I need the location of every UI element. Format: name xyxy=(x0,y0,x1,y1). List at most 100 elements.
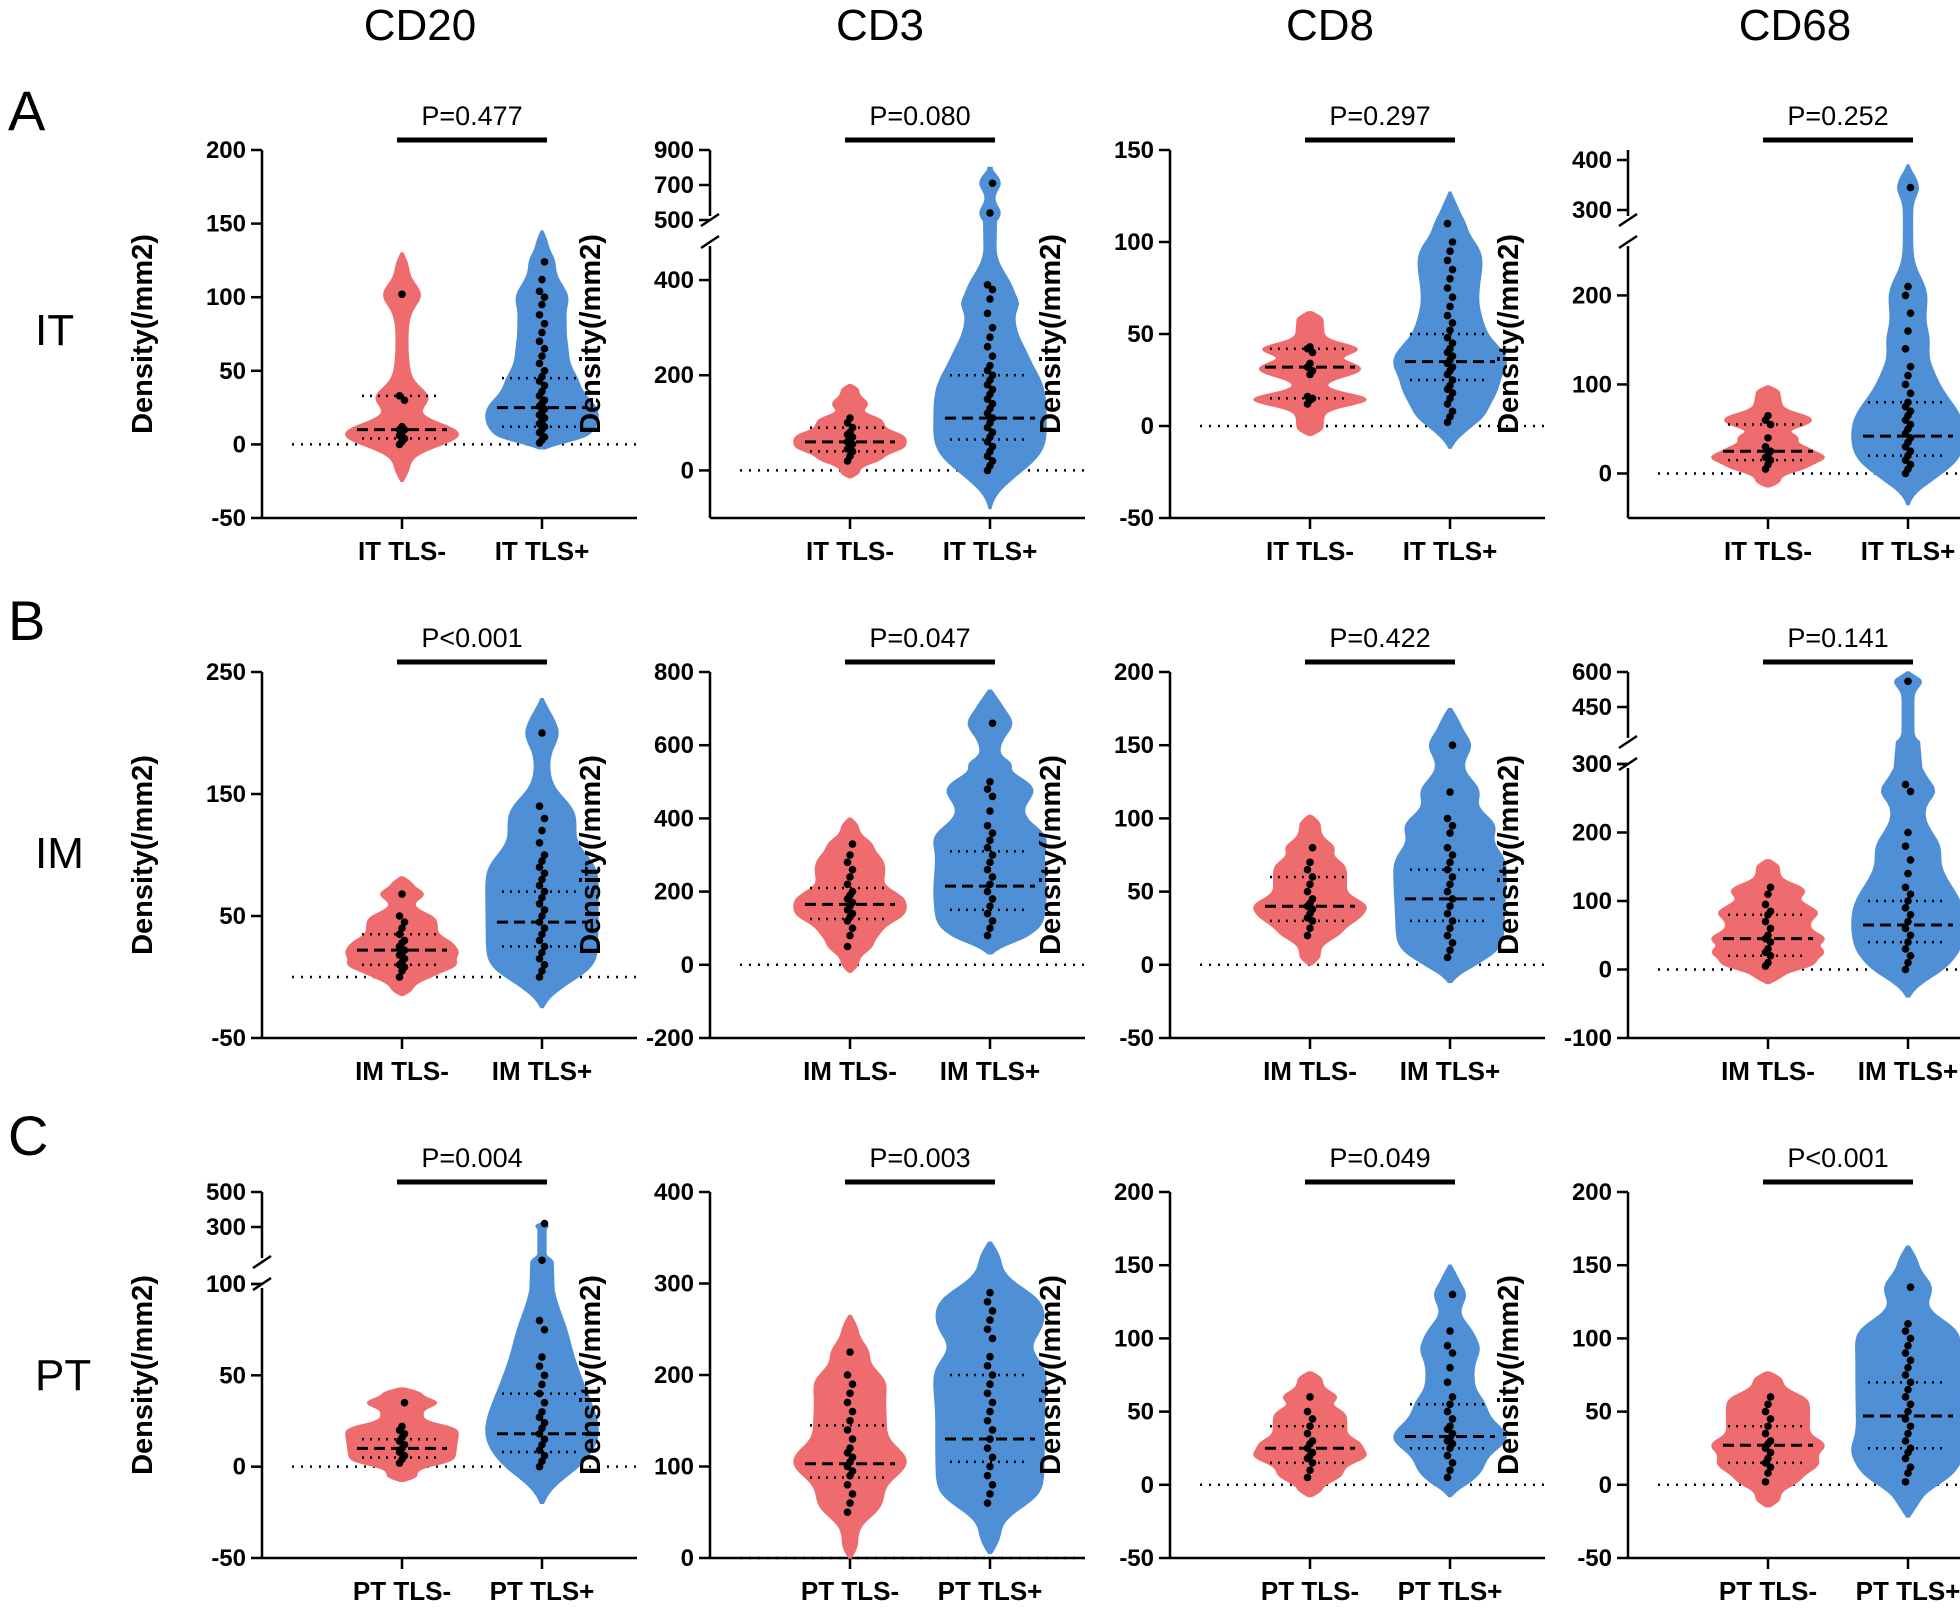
panel-im-cd20-tls-neg-point-14 xyxy=(400,918,409,926)
panel-pt-cd8-xtick-label-1: PT TLS+ xyxy=(1398,1576,1503,1606)
panel-im-cd68-ylabel: Density(/mm2) xyxy=(1493,755,1525,955)
panel-pt-cd68-xtick-label-0: PT TLS- xyxy=(1719,1576,1817,1606)
panel-it-cd8-tls-pos-point-23 xyxy=(1448,293,1457,302)
panel-im-cd20-tls-pos-point-19 xyxy=(538,857,546,865)
panel-im-cd8-ylabel: Density(/mm2) xyxy=(1035,755,1067,955)
panel-im-cd8-tls-neg-point-9 xyxy=(1303,887,1312,896)
panel-im-cd3-tls-pos-point-0 xyxy=(983,931,992,940)
panel-im-cd68-ytick-label-4: 300 xyxy=(1572,751,1612,778)
panel-im-cd8-tls-neg-point-1 xyxy=(1306,924,1314,932)
panel-it-cd3-ylabel: Density(/mm2) xyxy=(575,234,607,434)
panel-it-cd3-tls-pos-point-17 xyxy=(988,385,997,394)
panel-pt-cd68-tls-neg-point-12 xyxy=(1761,1407,1770,1416)
panel-pt-cd20-tls-pos-point-11 xyxy=(540,1398,549,1407)
panel-it-cd68-tls-pos-point-22 xyxy=(1904,327,1912,335)
panel-it-cd68-tls-pos-violin xyxy=(1851,164,1960,506)
panel-it-cd8-tls-pos-point-20 xyxy=(1448,319,1457,327)
panel-im-cd3-tls-pos-point-4 xyxy=(986,902,994,911)
panel-it-cd3-tls-pos-point-29 xyxy=(988,285,997,294)
panel-im-cd3-tls-neg-point-2 xyxy=(848,924,857,932)
panel-it-cd8-ytick-label-3: 100 xyxy=(1114,229,1154,256)
panel-im-cd20-tls-neg-point-16 xyxy=(398,890,406,898)
panel-pt-cd8-tls-pos-point-14 xyxy=(1448,1393,1457,1401)
panel-pt-cd68-ytick-label-2: 50 xyxy=(1585,1399,1612,1426)
panel-pt-cd3-tls-pos-point-15 xyxy=(983,1362,992,1370)
panel-im-cd20-tls-pos-point-16 xyxy=(538,875,546,884)
panel-it-cd68-ytick-label-2: 200 xyxy=(1572,282,1612,309)
panel-im-cd3-tls-pos-point-15 xyxy=(983,821,992,830)
panel-pt-cd68-ytick-label-4: 150 xyxy=(1572,1252,1612,1279)
panel-pt-cd8-tls-pos-point-10 xyxy=(1446,1422,1454,1431)
panel-im-cd68-xtick-label-1: IM TLS+ xyxy=(1858,1056,1958,1086)
panel-im-cd8-tls-pos-point-4 xyxy=(1446,924,1454,932)
panel-im-cd20-tls-pos-point-17 xyxy=(540,869,549,878)
panel-pt-cd68-tls-pos-point-20 xyxy=(1906,1334,1915,1343)
panel-it-cd20-ytick-label-5: 200 xyxy=(206,137,246,164)
panel-im-cd20-tls-pos-point-8 xyxy=(540,924,549,932)
panel-it-cd3-tls-pos-point-24 xyxy=(983,342,992,351)
panel-im-cd8-tls-pos-point-0 xyxy=(1443,953,1452,962)
panel-im-cd8-tls-pos-point-20 xyxy=(1448,741,1457,749)
panel-im-cd68-tls-pos-point-10 xyxy=(1904,897,1912,905)
panel-it-cd3-pvalue: P=0.080 xyxy=(869,101,970,131)
panel-pt-cd68: -50 0 50 100 150 200 Density(/mm2) PT TLS- PT TL… xyxy=(1493,1143,1960,1606)
panel-pt-cd68-ytick-label-0: -50 xyxy=(1577,1545,1612,1572)
panel-pt-cd3-tls-pos-point-8 xyxy=(988,1426,997,1434)
panel-im-cd20-tls-pos-point-2 xyxy=(540,961,549,969)
panel-im-cd20-tls-pos-point-18 xyxy=(535,863,544,871)
panel-it-cd20-tls-pos-point-25 xyxy=(538,328,546,337)
panel-im-cd8-tls-pos-point-9 xyxy=(1443,887,1452,896)
panel-im-cd8-tls-pos-point-14 xyxy=(1448,851,1457,859)
panel-im-cd68-tls-neg-point-1 xyxy=(1764,958,1772,967)
panel-pt-cd20-xtick-label-1: PT TLS+ xyxy=(490,1576,595,1606)
panel-pt-cd20-pvalue: P=0.004 xyxy=(421,1143,522,1173)
panel-im-cd8-ytick-label-5: 200 xyxy=(1114,659,1154,686)
panel-pt-cd3-xtick-label-0: PT TLS- xyxy=(801,1576,899,1606)
panel-it-cd68-tls-neg-point-7 xyxy=(1764,434,1772,442)
panel-pt-cd8-tls-pos-point-12 xyxy=(1443,1407,1452,1416)
panel-im-cd3-tls-neg-point-12 xyxy=(843,880,852,889)
panel-it-cd68-ylabel: Density(/mm2) xyxy=(1493,234,1525,434)
panel-im-cd3-ytick-label-2: 200 xyxy=(654,879,694,906)
panel-im-cd8-ytick-label-2: 50 xyxy=(1127,879,1154,906)
panel-im-cd8-tls-pos-point-2 xyxy=(1448,939,1457,947)
panel-pt-cd3-tls-neg-point-18 xyxy=(843,1371,852,1379)
panel-im-cd3-tls-pos-point-17 xyxy=(988,792,997,801)
panel-it-cd20-tls-pos-point-16 xyxy=(538,387,546,396)
panel-im-cd20-tls-neg-point-11 xyxy=(400,936,409,945)
panel-it-cd8-tls-pos-point-8 xyxy=(1448,376,1457,384)
panel-pt-cd68-tls-pos-point-15 xyxy=(1901,1371,1910,1379)
panel-im-cd68-tls-neg-point-12 xyxy=(1761,900,1770,909)
panel-pt-cd3-tls-neg-point-17 xyxy=(848,1380,857,1388)
panel-it-cd20-ytick-label-4: 150 xyxy=(206,211,246,238)
panel-pt-cd20-xtick-label-0: PT TLS- xyxy=(353,1576,451,1606)
panel-im-cd8-tls-pos-point-3 xyxy=(1443,931,1452,940)
panel-it-cd68-ytick-label-0: 0 xyxy=(1599,460,1612,487)
panel-pt-cd3-tls-pos-point-14 xyxy=(988,1371,997,1379)
panel-im-cd20-ytick-label-3: 250 xyxy=(206,659,246,686)
panel-im-cd3-tls-neg-point-11 xyxy=(848,887,857,896)
panel-pt-cd20-tls-pos-point-16 xyxy=(538,1353,546,1361)
panel-im-cd68-tls-pos-point-12 xyxy=(1901,883,1910,892)
panel-it-cd8-tls-pos-point-30 xyxy=(1443,219,1452,228)
panel-pt-cd8-tls-neg-point-1 xyxy=(1306,1466,1314,1474)
panel-im-cd20-tls-neg-point-13 xyxy=(398,924,406,932)
panel-im-cd3-tls-neg-point-13 xyxy=(846,873,854,881)
panel-it-cd3-ytick-label-4: 700 xyxy=(654,172,694,199)
panel-pt-cd20-ytick-label-2: 50 xyxy=(219,1362,246,1389)
panel-pt-cd3-ylabel: Density(/mm2) xyxy=(575,1275,607,1475)
panel-it-cd8-tls-pos-point-25 xyxy=(1446,275,1454,283)
panel-pt-cd8-tls-pos-point-11 xyxy=(1448,1415,1457,1423)
panel-it-cd20-tls-neg-point-7 xyxy=(398,422,406,431)
panel-pt-cd20-ylabel: Density(/mm2) xyxy=(127,1275,159,1475)
panel-it-cd3-tls-pos-point-20 xyxy=(988,371,997,380)
panel-it-cd68-tls-pos-point-21 xyxy=(1901,345,1910,353)
panel-pt-cd68-tls-neg-point-2 xyxy=(1766,1463,1775,1472)
panel-it-cd8-tls-pos-point-22 xyxy=(1446,302,1454,311)
panel-im-cd3-tls-pos-point-6 xyxy=(983,887,992,896)
panel-im-cd8-tls-neg-point-14 xyxy=(1308,843,1317,852)
panel-im-cd3-tls-pos-point-13 xyxy=(986,836,994,845)
panel-pt-cd8-tls-neg-point-13 xyxy=(1306,1393,1314,1401)
panel-im-cd68-ytick-label-3: 200 xyxy=(1572,820,1612,847)
